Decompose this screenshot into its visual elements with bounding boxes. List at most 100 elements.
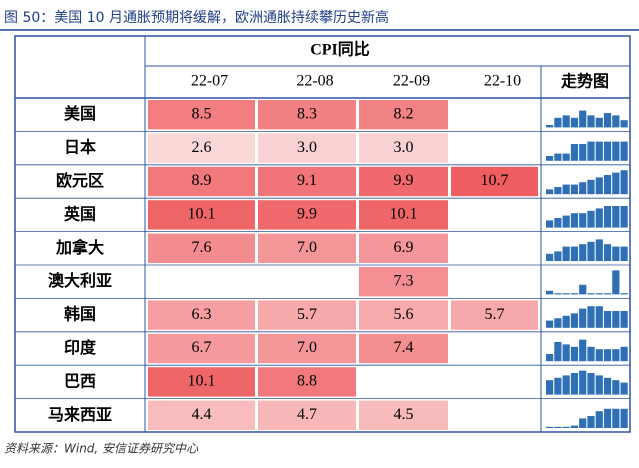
cell-value: 5.6 [394,306,414,323]
trend-header: 走势图 [560,72,609,91]
trend-bar [612,311,620,328]
heat-cell [148,200,255,230]
trend-bar [595,117,603,128]
column-header: 22-10 [484,73,521,90]
trend-bar [612,206,620,228]
trend-bar [570,313,579,328]
trend-bar [595,411,603,428]
trend-bar [620,206,628,228]
heat-cell [451,300,538,330]
heat-cell [451,166,538,197]
heat-cell [258,400,356,430]
trend-bar [562,215,570,228]
cell-value: 10.1 [188,206,216,223]
trend-bar [595,141,603,161]
trend-bar [620,170,628,195]
heat-cell [148,400,255,430]
row-label: 英国 [63,204,96,223]
trend-bar [603,206,612,228]
trend-bar [546,189,554,195]
cell-value: 9.1 [297,172,317,189]
trend-bar [620,408,628,428]
heat-cell [359,100,448,130]
trend-bar [546,320,554,328]
trend-bar [620,382,628,395]
trend-bar [620,293,628,295]
trend-bar [620,246,628,261]
trend-bar [562,344,570,362]
heat-cell [258,300,356,330]
trend-bar [620,311,628,328]
trend-bar [546,125,554,128]
heat-cell [148,166,255,197]
trend-bar [595,208,603,228]
heat-cell [359,333,448,364]
heat-cell [148,100,255,130]
cell-value: 8.3 [297,105,317,122]
trend-bar [579,182,587,195]
cell-value: 3.0 [297,139,317,156]
trend-bar [546,426,554,428]
cell-value: 4.7 [297,406,317,423]
trend-bar [546,290,554,295]
trend-bar [554,153,562,161]
trend-bar [570,293,579,295]
trend-bar [579,308,587,328]
trend-bar [554,251,562,261]
trend-bar [612,141,620,161]
trend-bar [554,117,562,128]
trend-bar [612,270,620,295]
trend-bar [612,115,620,128]
source: 资料来源：Wind, 安信证券研究中心 [4,442,199,456]
heat-cell [359,233,448,263]
trend-bar [595,349,603,362]
trend-bar [579,370,587,395]
trend-bar [554,342,562,362]
trend-bar [620,120,628,128]
column-header: 22-09 [393,73,430,90]
trend-bar [587,210,595,228]
trend-bar [620,141,628,161]
cell-value: 3.0 [394,139,414,156]
trend-bar [562,184,570,195]
trend-bar [570,184,579,195]
trend-bar [554,187,562,195]
trend-bar [562,426,570,428]
heat-cell [359,400,448,430]
trend-bar [562,293,570,295]
heat-cell [359,200,448,230]
trend-bar [579,144,587,161]
heat-cell [359,133,448,163]
row-label: 澳大利亚 [48,271,112,290]
cell-value: 2.6 [192,139,212,156]
heat-cell [148,133,255,163]
cell-value: 4.4 [192,406,212,423]
trend-bar [562,246,570,261]
cell-value: 8.5 [192,105,212,122]
trend-bar [546,220,554,228]
trend-bar [570,213,579,228]
trend-bar [579,418,587,428]
trend-bar [570,144,579,161]
trend-bar [595,177,603,195]
row-label: 加拿大 [55,238,104,257]
trend-bar [612,172,620,195]
trend-bar [595,293,603,295]
title: 图 50：美国 10 月通胀预期将缓解，欧洲通胀持续攀历史新高 [4,9,389,26]
cell-value: 7.3 [394,272,414,289]
trend-bar [570,246,579,261]
heat-cell [258,367,356,397]
heat-cell [258,233,356,263]
trend-bar [546,354,554,362]
trend-bar [612,349,620,362]
trend-bar [554,293,562,295]
trend-bar [562,115,570,128]
trend-bar [603,408,612,428]
heat-cell [258,200,356,230]
column-header: 22-07 [191,73,228,90]
column-header: 22-08 [296,73,333,90]
trend-bar [579,339,587,362]
row-label: 韩国 [64,305,96,324]
cell-value: 7.4 [394,339,414,356]
